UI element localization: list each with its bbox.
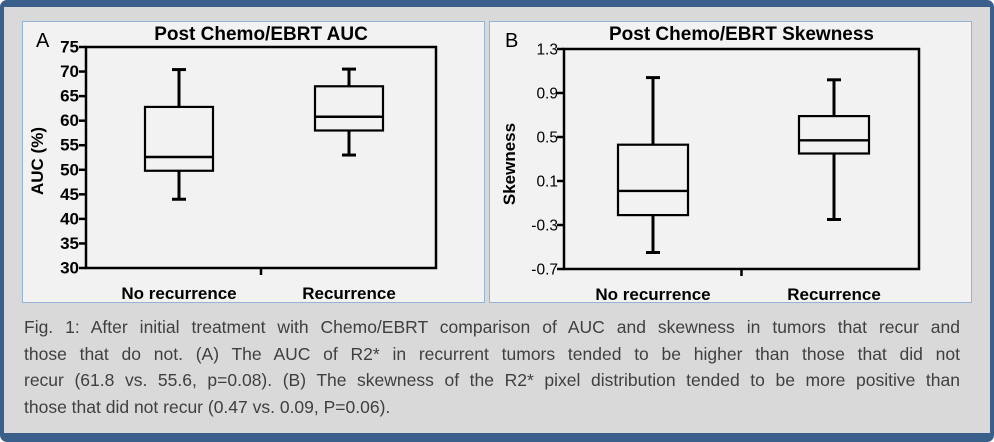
caption-line: Fig. 1: After initial treatment with Che… <box>24 317 960 337</box>
y-axis-tick-label: 60 <box>60 111 79 130</box>
y-axis-tick-label: 0.5 <box>536 130 558 147</box>
y-axis-tick-label: 50 <box>60 160 79 179</box>
x-category-label: No recurrence <box>121 284 236 303</box>
y-axis-tick-label: 30 <box>60 259 79 278</box>
box-whisker-no-recurrence <box>616 76 690 254</box>
box-whisker-recurrence <box>313 67 385 157</box>
x-category-label: No recurrence <box>595 285 710 304</box>
iqr-box <box>143 105 215 172</box>
iqr-box <box>797 114 871 155</box>
y-axis-tick-label: 35 <box>60 234 79 253</box>
panel-a-letter: A <box>36 30 50 52</box>
panel-a: A Post Chemo/EBRT AUC AUC (%) 75 70 65 60 55… <box>22 21 485 303</box>
figure-content: A Post Chemo/EBRT AUC AUC (%) 75 70 65 60 55… <box>4 7 990 433</box>
x-category-label: Recurrence <box>787 285 881 304</box>
caption-line: those that do not. (A) The AUC of R2* in… <box>24 343 960 364</box>
y-axis-tick-label: 0.9 <box>536 86 558 103</box>
y-axis-tick-label: 75 <box>60 38 79 57</box>
x-category-label: Recurrence <box>302 284 396 303</box>
iqr-box <box>313 85 385 132</box>
y-axis-tick-label: 55 <box>60 136 79 155</box>
y-axis-tick-label: -0.3 <box>531 218 558 235</box>
panel-b-letter: B <box>505 30 519 52</box>
panel-a-boxplot-svg: 75 70 65 60 55 50 45 40 35 30 No recurrence Recurre… <box>60 38 438 303</box>
y-axis-tick-label: 1.3 <box>536 42 558 59</box>
y-axis-tick-label: -0.7 <box>531 262 558 279</box>
caption-line: those that did not recur (0.47 vs. 0.09,… <box>24 396 391 417</box>
y-axis-tick-label: 65 <box>60 87 79 106</box>
y-axis-tick-label: 45 <box>60 185 79 204</box>
box-whisker-no-recurrence <box>143 68 215 201</box>
y-axis-tick-label: 0.1 <box>536 174 558 191</box>
panel-a-title: Post Chemo/EBRT AUC <box>154 24 368 45</box>
figure-caption: Fig. 1: After initial treatment with Che… <box>24 314 960 420</box>
plot-frame <box>84 45 438 270</box>
y-axis-tick-label: 40 <box>60 209 79 228</box>
y-axis-tick-label: 70 <box>60 62 79 81</box>
panel-b-boxplot-svg: 1.3 0.9 0.5 0.1 -0.3 -0.7 No recurrence Recurre… <box>531 42 921 304</box>
panel-b-title: Post Chemo/EBRT Skewness <box>608 24 875 45</box>
box-whisker-recurrence <box>797 78 871 221</box>
caption-line: recur (61.8 vs. 55.6, p=0.08). (B) The s… <box>24 370 960 390</box>
panel-b: B Post Chemo/EBRT Skewness Skewness 1.3 0… <box>489 21 972 304</box>
iqr-box <box>616 143 690 217</box>
